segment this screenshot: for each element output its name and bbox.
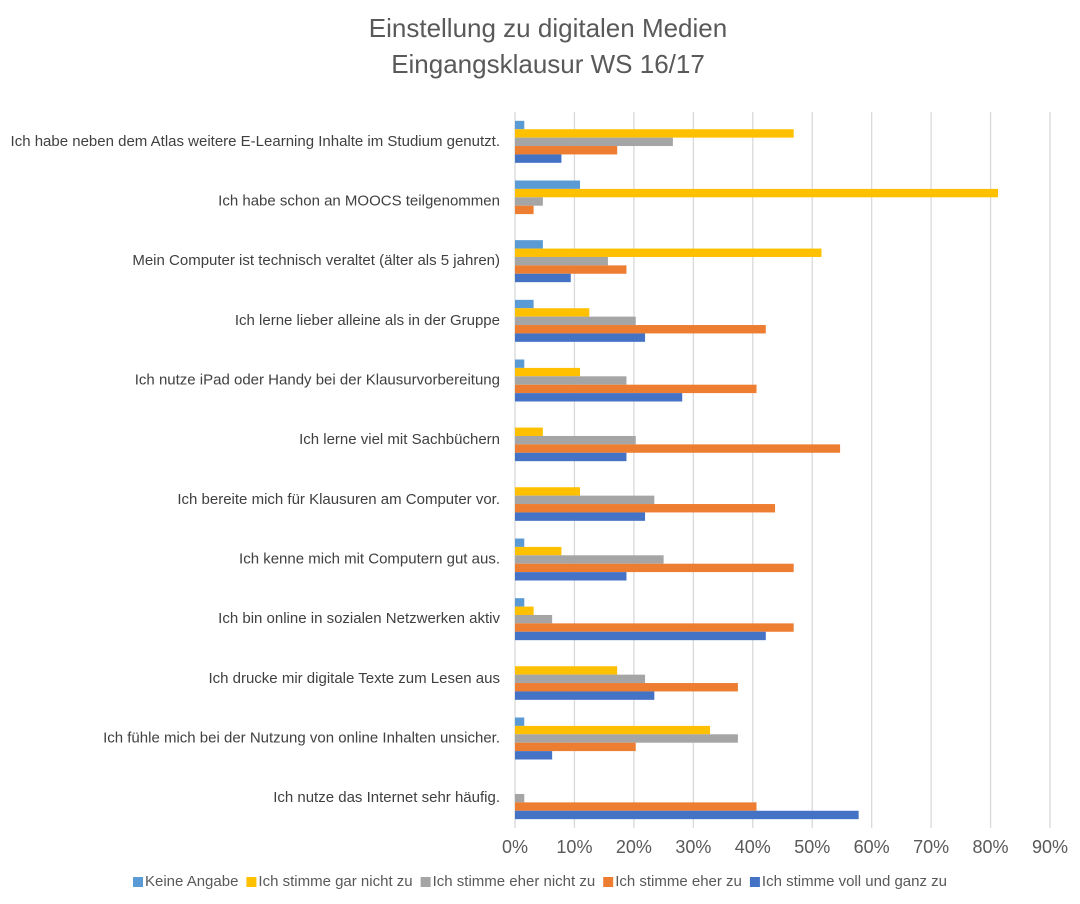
y-tick-label: Ich kenne mich mit Computern gut aus. [239,550,500,567]
bar [515,793,525,803]
x-tick-label: 20% [616,837,652,857]
x-tick-label: 70% [913,837,949,857]
bar [515,666,618,675]
bar [515,495,655,505]
legend-swatch [749,877,760,887]
y-tick-label: Ich bereite mich für Klausuren am Comput… [177,491,500,508]
bar [515,188,998,198]
bar [515,376,627,385]
y-tick-label: Ich habe schon an MOOCS teilgenommen [218,192,500,209]
bar [515,197,543,206]
bar [515,725,711,735]
bar [515,154,562,163]
legend-swatch [246,877,257,887]
bar [515,802,757,811]
bar [515,435,636,445]
legend-label: Ich stimme eher zu [615,873,742,890]
bar [515,691,655,700]
bar [515,683,738,692]
y-tick-label: Ich bin online in sozialen Netzwerken ak… [218,610,500,627]
bar [515,180,581,189]
bar [515,751,553,760]
bar [515,555,664,564]
legend-swatch [132,877,143,887]
bar [515,129,794,138]
bar [515,299,534,309]
bar [515,205,534,215]
bar [515,674,646,684]
x-tick-label: 60% [854,837,890,857]
bar [515,367,581,377]
bar [515,359,525,368]
x-tick-label: 50% [794,837,830,857]
legend-label: Keine Angabe [145,873,238,890]
bar [515,631,766,641]
bar [515,316,636,326]
y-tick-label: Ich drucke mir digitale Texte zum Lesen … [208,670,500,687]
y-tick-label: Ich nutze das Internet sehr häufig. [273,789,500,806]
bar [515,273,571,283]
y-tick-label: Ich lerne viel mit Sachbüchern [299,431,500,448]
y-tick-label: Ich habe neben dem Atlas weitere E-Learn… [11,133,500,150]
bar [515,333,646,342]
y-tick-label: Ich fühle mich bei der Nutzung von onlin… [103,729,500,746]
bar [515,572,627,581]
bar [515,606,534,615]
bar [515,325,766,334]
x-tick-label: 80% [973,837,1009,857]
chart-title: Einstellung zu digitalen Medien [369,13,727,43]
bar [515,538,525,547]
bar [515,563,794,573]
bar [515,240,543,249]
x-tick-label: 10% [556,837,592,857]
y-tick-label: Ich lerne lieber alleine als in der Grup… [235,312,500,329]
bar [515,137,673,147]
legend-label: Ich stimme gar nicht zu [258,873,412,890]
bar [515,546,562,556]
bar [515,444,841,453]
bar [515,810,859,820]
chart-subtitle: Eingangsklausur WS 16/17 [391,49,705,79]
bar [515,120,525,130]
y-tick-label: Ich nutze iPad oder Handy bei der Klausu… [135,371,500,388]
legend-label: Ich stimme eher nicht zu [433,873,596,890]
bar [515,512,646,521]
legend-label: Ich stimme voll und ganz zu [762,873,947,890]
bar [515,598,525,607]
bar [515,504,776,513]
bar [515,452,627,462]
x-tick-label: 30% [675,837,711,857]
bar [515,614,553,624]
x-tick-label: 40% [735,837,771,857]
bar [515,146,618,155]
bar [515,487,581,496]
bar [515,742,636,752]
bar [515,256,608,266]
bar [515,427,543,436]
y-tick-label: Mein Computer ist technisch veraltet (äl… [132,252,500,269]
bar [515,265,627,274]
bar [515,734,738,743]
legend-swatch [420,877,431,887]
bar [515,717,525,726]
bar [515,248,822,257]
x-tick-label: 90% [1032,837,1068,857]
bar [515,623,794,632]
bar [515,384,757,394]
bar [515,393,683,402]
legend-swatch [603,877,614,887]
bar [515,308,590,317]
x-tick-label: 0% [502,837,528,857]
